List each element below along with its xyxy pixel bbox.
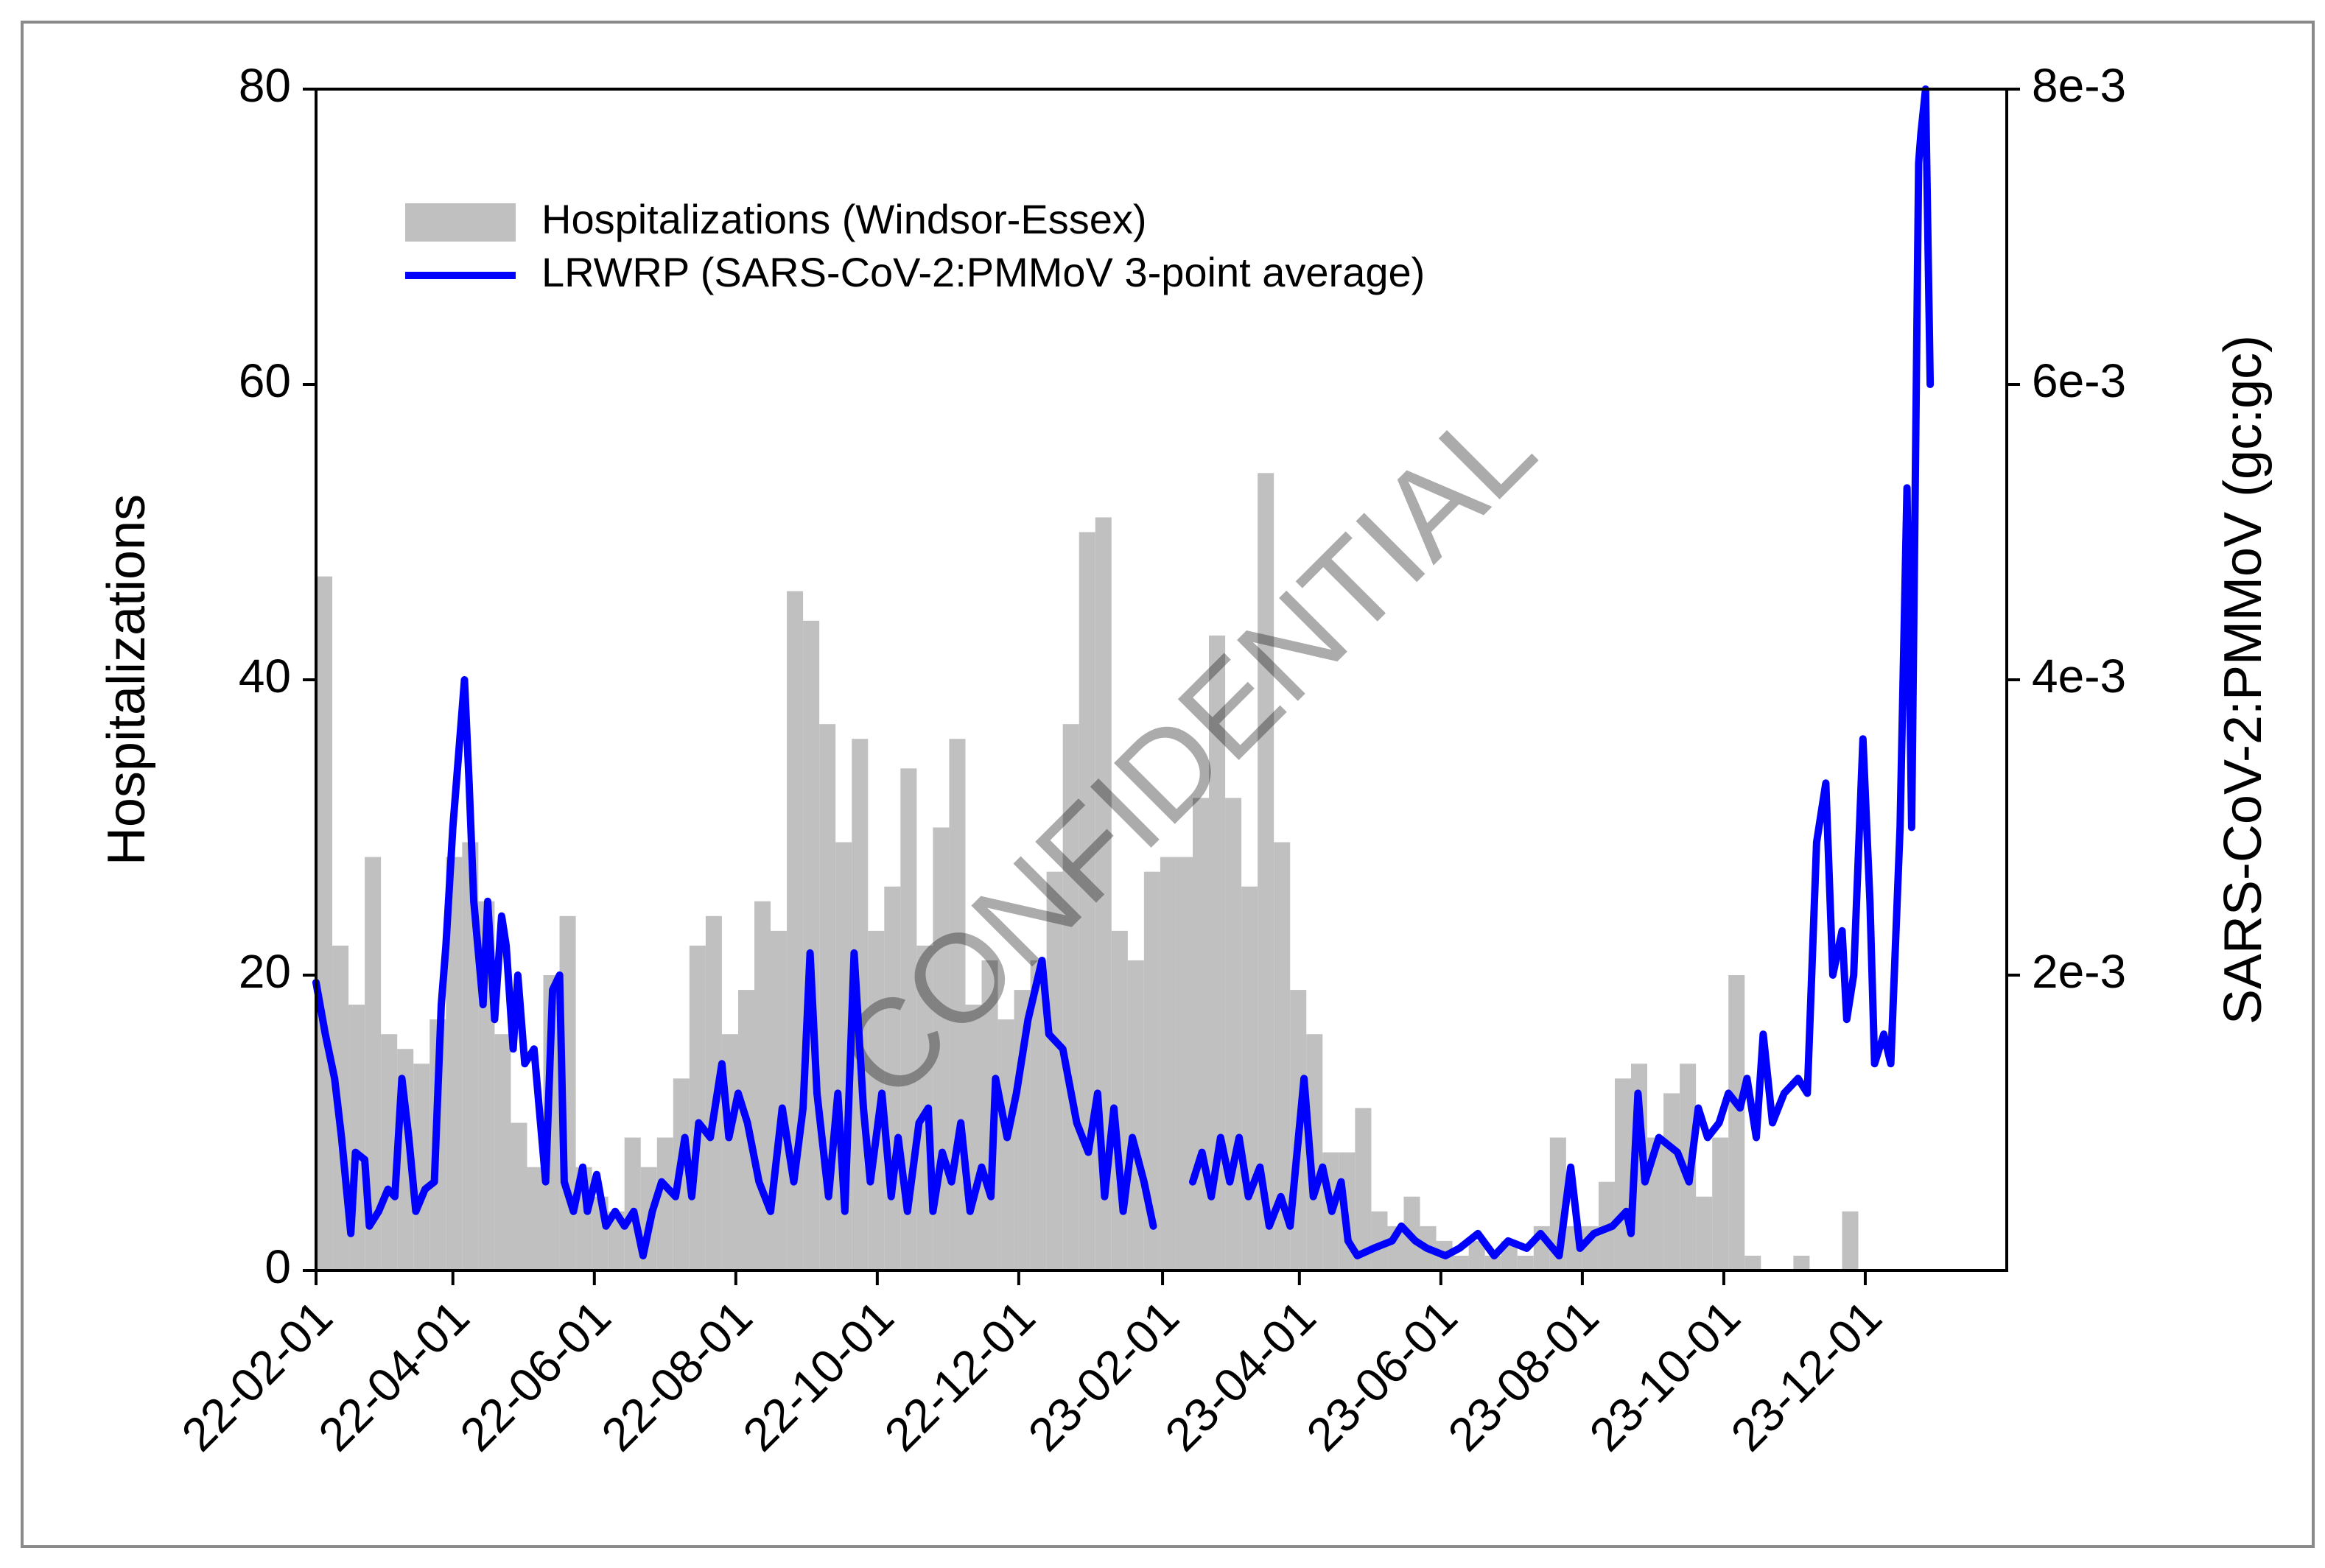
bar — [1046, 871, 1063, 1270]
y2-tick-label: 2e-3 — [2032, 945, 2126, 998]
y-tick-label: 80 — [239, 59, 291, 112]
bar — [787, 591, 804, 1270]
bar — [413, 1064, 430, 1270]
bar — [803, 620, 820, 1270]
bar — [1160, 857, 1176, 1270]
line-layer — [312, 85, 1935, 1259]
bar — [1209, 635, 1226, 1270]
bar — [997, 1019, 1014, 1270]
bar — [1225, 798, 1242, 1270]
y-axis-title: Hospitalizations — [97, 494, 156, 865]
bar — [1127, 960, 1144, 1270]
bar — [462, 842, 479, 1270]
bar — [1842, 1211, 1859, 1270]
bar — [1111, 930, 1128, 1270]
y2-tick-label: 4e-3 — [2032, 650, 2126, 703]
bars-layer — [316, 473, 1859, 1270]
bar — [1258, 473, 1274, 1270]
bar — [1176, 857, 1193, 1270]
bar — [868, 930, 885, 1270]
bar — [689, 945, 706, 1270]
bar — [1484, 1255, 1501, 1270]
bar — [1143, 871, 1160, 1270]
bar — [754, 901, 771, 1270]
y2-tick-label: 6e-3 — [2032, 354, 2126, 407]
y-tick-label: 0 — [264, 1240, 291, 1293]
legend: Hospitalizations (Windsor-Essex) LRWRP (S… — [405, 196, 1425, 295]
bar — [494, 1034, 511, 1270]
bar — [446, 857, 463, 1270]
y-tick-label: 20 — [239, 945, 291, 998]
y-tick-label: 40 — [239, 650, 291, 703]
bar — [1452, 1255, 1469, 1270]
bar — [1468, 1240, 1485, 1270]
bar — [1614, 1078, 1631, 1270]
bar — [1517, 1255, 1534, 1270]
bar — [1696, 1196, 1713, 1270]
bar — [1744, 1255, 1761, 1270]
legend-label: LRWRP (SARS-CoV-2:PMMoV 3-point average) — [541, 249, 1425, 295]
bar — [1355, 1108, 1372, 1270]
bar — [1062, 724, 1079, 1270]
legend-label: Hospitalizations (Windsor-Essex) — [541, 196, 1147, 242]
plot-frame — [315, 88, 2008, 1272]
legend-swatch — [405, 203, 516, 242]
bar — [1728, 975, 1745, 1270]
bar — [1663, 1093, 1680, 1270]
bar — [1079, 532, 1095, 1270]
bar — [1712, 1137, 1729, 1270]
bar — [771, 930, 788, 1270]
bar — [656, 1137, 673, 1270]
bar — [511, 1122, 527, 1270]
bar — [1371, 1211, 1388, 1270]
bar — [1274, 842, 1291, 1270]
y2-axis-title: SARS-CoV-2:PMMoV (gc:gc) — [2214, 335, 2273, 1024]
bar — [381, 1034, 398, 1270]
bar — [527, 1167, 544, 1270]
bar — [1241, 886, 1258, 1270]
line — [312, 85, 1935, 1259]
bar — [316, 576, 333, 1270]
bar — [1793, 1255, 1810, 1270]
y-tick-label: 60 — [239, 354, 291, 407]
bar — [1306, 1034, 1323, 1270]
y2-tick-label: 8e-3 — [2032, 59, 2126, 112]
bar — [1095, 517, 1112, 1270]
bar — [1193, 798, 1210, 1270]
bar — [1030, 960, 1047, 1270]
